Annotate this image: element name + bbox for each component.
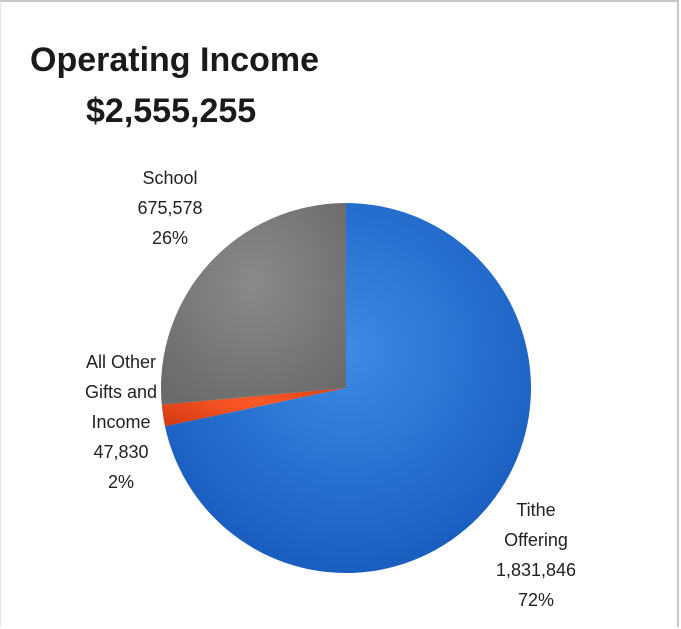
- slice-other-gifts-income: [161, 388, 346, 427]
- chart-title: Operating Income: [30, 41, 319, 79]
- slice-tithe-offering: [164, 203, 532, 573]
- slice-school: [161, 203, 346, 405]
- label-tithe-offering: Tithe Offering 1,831,846 72%: [496, 500, 576, 610]
- label-other-gifts-income: All Other Gifts and Income 47,830 2%: [85, 352, 157, 492]
- chart-subtitle: $2,555,255: [86, 92, 256, 130]
- label-school: School 675,578 26%: [137, 168, 202, 248]
- data-labels: Tithe Offering 1,831,846 72% All Other Gifts …: [85, 168, 576, 610]
- pie-slices: [161, 203, 532, 573]
